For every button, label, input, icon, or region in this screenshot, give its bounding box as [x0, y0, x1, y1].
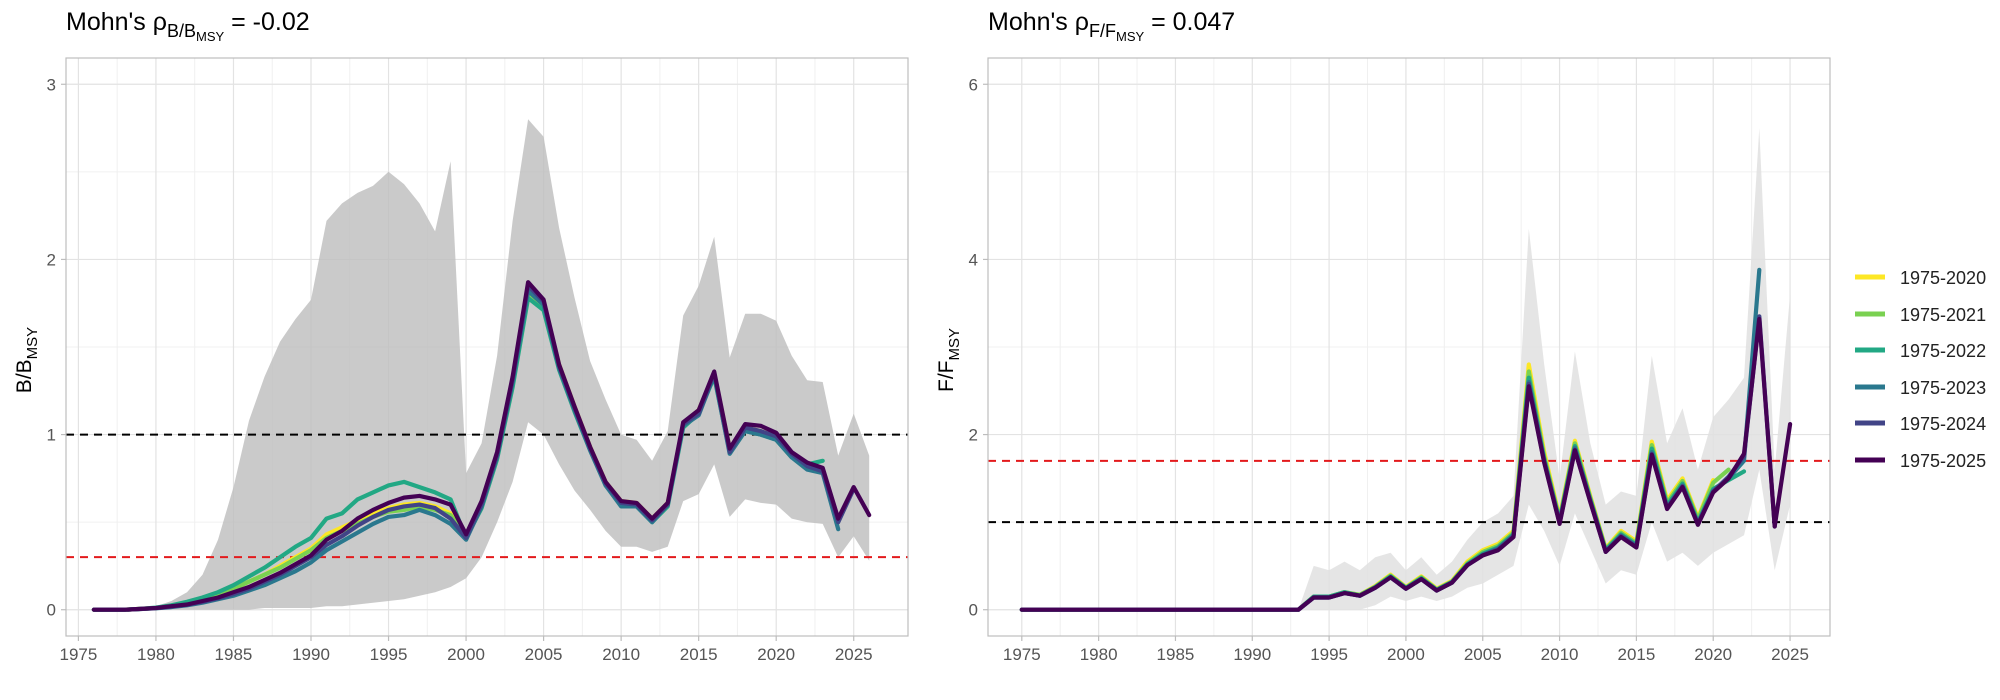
x-tick-label: 1985 — [1157, 645, 1195, 664]
confidence-band — [1021, 128, 1791, 610]
x-tick-label: 2015 — [1617, 645, 1655, 664]
x-tick-label: 2015 — [680, 645, 718, 664]
y-tick-label: 0 — [969, 601, 978, 620]
legend-item: 1975-2020 — [1855, 268, 1986, 288]
x-tick-label: 2020 — [757, 645, 795, 664]
legend-item: 1975-2021 — [1855, 305, 1986, 325]
ylabel-sub: MSY — [946, 328, 963, 361]
x-tick-label: 2000 — [1387, 645, 1425, 664]
x-tick-label: 1975 — [59, 645, 97, 664]
legend: 1975-2020 1975-2021 1975-2022 1975-2023 … — [1855, 268, 1986, 471]
panel-frame — [65, 57, 909, 637]
ylabel-main: B/B — [13, 359, 36, 393]
title-subsub: MSY — [1116, 29, 1145, 44]
legend-item: 1975-2024 — [1855, 414, 1986, 434]
series-line-1975-2025 — [1019, 316, 1793, 612]
x-tick-label: 1995 — [1310, 645, 1348, 664]
panel-title: Mohn's ρB/BMSY = -0.02 — [66, 8, 310, 44]
x-tick-label: 2000 — [447, 645, 485, 664]
ylabel-sub: MSY — [24, 327, 41, 360]
y-tick-label: 1 — [47, 426, 56, 445]
series-line-1975-2025 — [91, 280, 872, 612]
title-prefix: Mohn's ρ — [66, 8, 167, 36]
y-tick-label: 6 — [969, 75, 978, 94]
x-tick-label: 2025 — [835, 645, 873, 664]
title-subsub: MSY — [196, 29, 225, 44]
y-tick-label: 4 — [969, 250, 978, 269]
y-tick-label: 0 — [47, 601, 56, 620]
panel-frame — [987, 57, 1831, 637]
x-tick-label: 1985 — [215, 645, 253, 664]
x-tick-label: 2005 — [525, 645, 563, 664]
legend-label: 1975-2020 — [1900, 268, 1986, 288]
x-tick-label: 1980 — [1080, 645, 1118, 664]
ylabel-main: F/F — [935, 361, 958, 393]
title-suffix: = -0.02 — [224, 8, 309, 36]
plot-area: 1975 1980 1985 1990 1995 2000 2005 2010 2015 2020… — [47, 57, 909, 664]
y-axis-label: F/FMSY — [935, 328, 963, 392]
panel-biomass: Mohn's ρB/BMSY = -0.02 B/BMSY 1975 1980 19… — [13, 8, 909, 664]
x-tick-label: 1980 — [137, 645, 175, 664]
confidence-band — [93, 119, 870, 610]
legend-label: 1975-2021 — [1900, 305, 1986, 325]
legend-label: 1975-2025 — [1900, 451, 1986, 471]
y-tick-label: 3 — [47, 75, 56, 94]
y-tick-label: 2 — [969, 426, 978, 445]
x-tick-label: 1995 — [370, 645, 408, 664]
legend-item: 1975-2023 — [1855, 378, 1986, 398]
plot-area: 1975 1980 1985 1990 1995 2000 2005 2010 2015 2020… — [969, 57, 1831, 664]
x-tick-label: 2010 — [602, 645, 640, 664]
legend-label: 1975-2024 — [1900, 414, 1986, 434]
y-axis-label: B/BMSY — [13, 327, 41, 393]
title-sub: F/F — [1089, 21, 1116, 41]
x-tick-label: 1990 — [1233, 645, 1271, 664]
title-suffix: = 0.047 — [1144, 8, 1235, 36]
x-tick-label: 1990 — [292, 645, 330, 664]
x-tick-label: 1975 — [1003, 645, 1041, 664]
legend-label: 1975-2023 — [1900, 378, 1986, 398]
panel-title: Mohn's ρF/FMSY = 0.047 — [988, 8, 1235, 44]
x-tick-label: 2020 — [1694, 645, 1732, 664]
title-prefix: Mohn's ρ — [988, 8, 1089, 36]
y-tick-label: 2 — [47, 250, 56, 269]
legend-label: 1975-2022 — [1900, 341, 1986, 361]
legend-item: 1975-2022 — [1855, 341, 1986, 361]
x-tick-label: 2010 — [1541, 645, 1579, 664]
legend-item: 1975-2025 — [1855, 451, 1986, 471]
x-tick-label: 2025 — [1771, 645, 1809, 664]
x-tick-label: 2005 — [1464, 645, 1502, 664]
panel-fishing-mortality: Mohn's ρF/FMSY = 0.047 F/FMSY 1975 1980 19… — [935, 8, 1831, 664]
title-sub: B/B — [167, 21, 196, 41]
